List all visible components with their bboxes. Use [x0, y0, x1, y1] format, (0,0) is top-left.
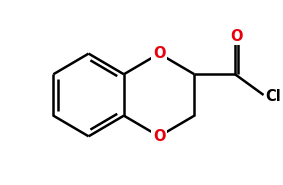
- Text: O: O: [153, 129, 165, 144]
- Text: Cl: Cl: [265, 89, 281, 104]
- Text: O: O: [231, 29, 243, 44]
- Text: O: O: [153, 46, 165, 61]
